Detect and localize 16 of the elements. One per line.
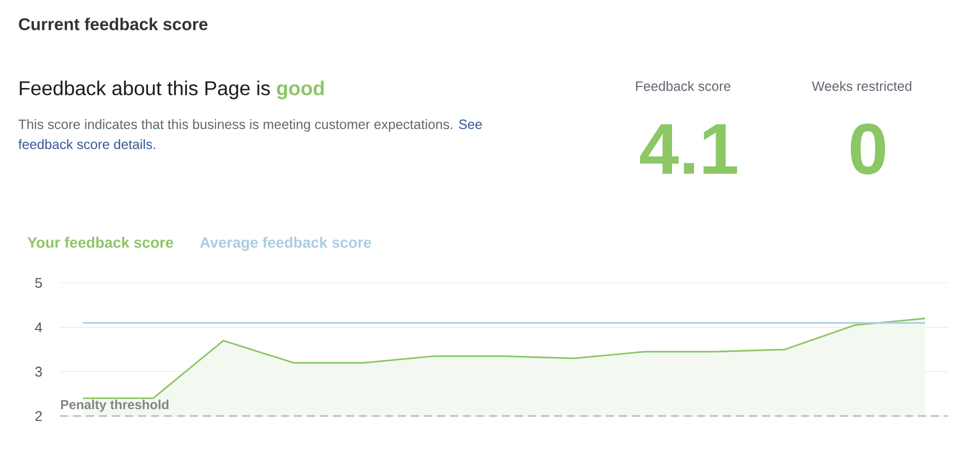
y-tick-label: 5 [35, 278, 42, 288]
text: Average feedback score [200, 236, 372, 251]
text: Your feedback score [27, 236, 174, 248]
text: feedback score details. [18, 139, 156, 150]
text: Weeks restricted [812, 81, 912, 91]
y-tick-label: 2 [35, 411, 42, 421]
y-tick-label: 3 [35, 366, 42, 377]
text: This score indicates that this business is meeting customer expectations. [18, 119, 452, 132]
text: 4.1 [640, 124, 738, 174]
y-tick-label: 4 [35, 322, 42, 332]
chart-title: Current feedback score [18, 18, 208, 30]
text: Feedback score [636, 81, 730, 91]
ref-line-label: Penalty threshold [61, 400, 168, 412]
text: 0 [850, 123, 886, 174]
text: See [459, 120, 482, 130]
chart-subtitle: Feedback about this Page is good [20, 80, 324, 100]
